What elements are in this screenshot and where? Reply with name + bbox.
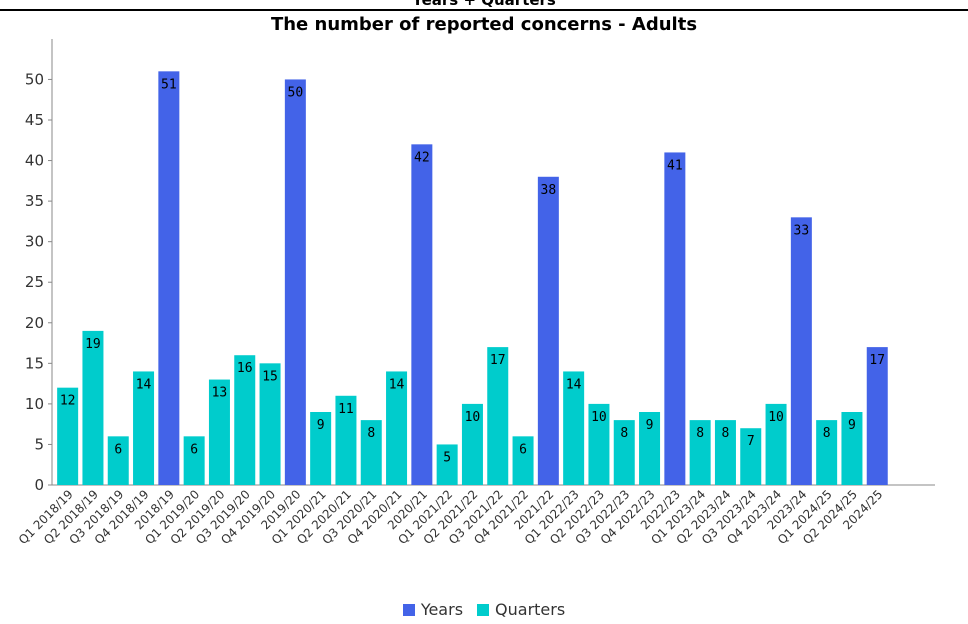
data-label: 12 — [60, 394, 76, 409]
bar — [284, 79, 306, 485]
bar — [183, 436, 205, 485]
data-label: 9 — [317, 418, 325, 433]
bar — [386, 371, 408, 485]
data-label: 10 — [465, 410, 481, 425]
bar — [563, 371, 585, 485]
bar — [841, 412, 863, 485]
data-label: 41 — [667, 158, 683, 173]
y-tick-label: 20 — [25, 314, 44, 332]
chart-supertitle: Years + Quarters — [412, 0, 556, 9]
legend-swatch-quarters — [477, 603, 490, 616]
legend: Years Quarters — [0, 600, 968, 619]
y-tick-label: 15 — [25, 354, 44, 372]
bar — [714, 420, 736, 485]
bar — [512, 436, 534, 485]
y-tick-label: 25 — [25, 273, 44, 291]
bar — [588, 403, 610, 485]
legend-item-quarters: Quarters — [477, 600, 565, 619]
bar — [208, 379, 230, 485]
bar — [158, 71, 180, 485]
bar — [639, 412, 661, 485]
data-label: 14 — [566, 377, 582, 392]
legend-item-years: Years — [402, 600, 464, 619]
bar — [335, 395, 357, 485]
chart-title: The number of reported concerns - Adults — [270, 14, 698, 35]
bar — [82, 330, 104, 485]
bar — [537, 176, 559, 485]
data-label: 8 — [823, 426, 831, 441]
bar — [816, 420, 838, 485]
data-label: 8 — [367, 426, 375, 441]
data-label: 13 — [212, 386, 228, 401]
bar — [613, 420, 635, 485]
data-label: 42 — [414, 150, 430, 165]
bar — [133, 371, 155, 485]
y-tick-label: 35 — [25, 192, 44, 210]
bar — [689, 420, 711, 485]
bar — [461, 403, 483, 485]
data-label: 38 — [541, 183, 557, 198]
data-label: 6 — [519, 442, 527, 457]
bar — [790, 217, 812, 486]
data-label: 14 — [389, 377, 405, 392]
data-label: 51 — [161, 77, 177, 92]
data-label: 10 — [768, 410, 784, 425]
data-label: 16 — [237, 361, 253, 376]
data-label: 9 — [848, 418, 856, 433]
data-label: 14 — [136, 377, 152, 392]
y-tick-label: 45 — [25, 111, 44, 129]
bar — [664, 152, 686, 485]
legend-label-years: Years — [420, 600, 464, 619]
data-label: 9 — [646, 418, 654, 433]
data-label: 17 — [869, 353, 885, 368]
y-tick-label: 10 — [25, 395, 44, 413]
bar — [310, 412, 332, 485]
bar — [234, 355, 256, 485]
bar — [765, 403, 787, 485]
data-label: 50 — [288, 85, 304, 100]
data-label: 11 — [338, 402, 354, 417]
y-tick-label: 0 — [34, 476, 44, 494]
y-tick-label: 50 — [25, 70, 44, 88]
data-label: 8 — [696, 426, 704, 441]
bar — [411, 144, 433, 486]
data-label: 33 — [794, 223, 810, 238]
y-tick-label: 30 — [25, 233, 44, 251]
y-tick-label: 5 — [34, 435, 44, 453]
data-label: 7 — [747, 434, 755, 449]
data-label: 15 — [262, 369, 278, 384]
y-tick-label: 40 — [25, 152, 44, 170]
data-label: 8 — [620, 426, 628, 441]
bar — [57, 387, 79, 485]
bar — [360, 420, 382, 485]
data-label: 10 — [591, 410, 607, 425]
bar — [487, 347, 509, 485]
data-label: 8 — [722, 426, 730, 441]
data-label: 6 — [190, 442, 198, 457]
bar — [740, 428, 762, 485]
bar — [866, 347, 888, 485]
bar — [107, 436, 129, 485]
legend-swatch-years — [402, 603, 415, 616]
data-label: 19 — [85, 337, 101, 352]
bar — [436, 444, 458, 485]
data-label: 6 — [114, 442, 122, 457]
data-label: 5 — [443, 450, 451, 465]
data-label: 17 — [490, 353, 506, 368]
top-divider — [0, 9, 968, 11]
legend-label-quarters: Quarters — [495, 600, 566, 619]
bar — [259, 363, 281, 485]
